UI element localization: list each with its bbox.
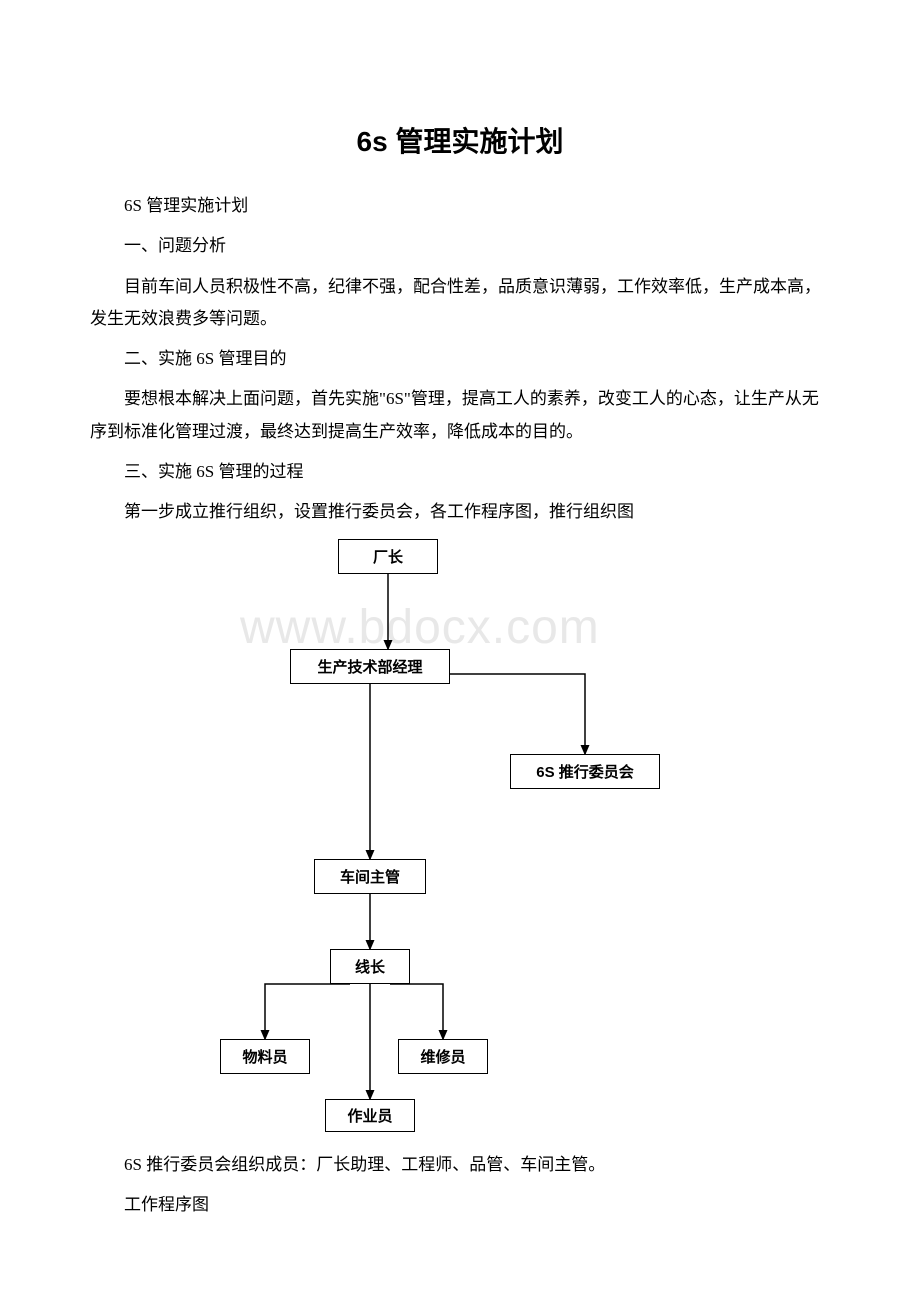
- flowchart-edge: [450, 674, 585, 754]
- paragraph-section-1: 一、问题分析: [90, 230, 830, 262]
- paragraph-section-2: 二、实施 6S 管理目的: [90, 343, 830, 375]
- flowchart-edge: [265, 984, 350, 1039]
- flowchart-node-repair: 维修员: [398, 1039, 488, 1074]
- flowchart-node-materials: 物料员: [220, 1039, 310, 1074]
- flowchart-node-lineleader: 线长: [330, 949, 410, 984]
- paragraph-subtitle: 6S 管理实施计划: [90, 190, 830, 222]
- paragraph-workflow-label: 工作程序图: [90, 1189, 830, 1221]
- flowchart-node-committee: 6S 推行委员会: [510, 754, 660, 789]
- paragraph-section-3: 三、实施 6S 管理的过程: [90, 456, 830, 488]
- org-flowchart: 厂长生产技术部经理 6S 推行委员会车间主管线长物料员 维修员作业员: [180, 539, 740, 1134]
- paragraph-step-1: 第一步成立推行组织，设置推行委员会，各工作程序图，推行组织图: [90, 496, 830, 528]
- page-title: 6s 管理实施计划: [90, 120, 830, 160]
- paragraph-purpose: 要想根本解决上面问题，首先实施"6S"管理，提高工人的素养，改变工人的心态，让生…: [90, 383, 830, 448]
- paragraph-committee-members: 6S 推行委员会组织成员：厂长助理、工程师、品管、车间主管。: [90, 1149, 830, 1181]
- flowchart-node-director: 厂长: [338, 539, 438, 574]
- flowchart-node-operator: 作业员: [325, 1099, 415, 1132]
- paragraph-analysis: 目前车间人员积极性不高，纪律不强，配合性差，品质意识薄弱，工作效率低，生产成本高…: [90, 271, 830, 336]
- flowchart-node-manager: 生产技术部经理: [290, 649, 450, 684]
- flowchart-edge: [390, 984, 443, 1039]
- flowchart-node-supervisor: 车间主管: [314, 859, 426, 894]
